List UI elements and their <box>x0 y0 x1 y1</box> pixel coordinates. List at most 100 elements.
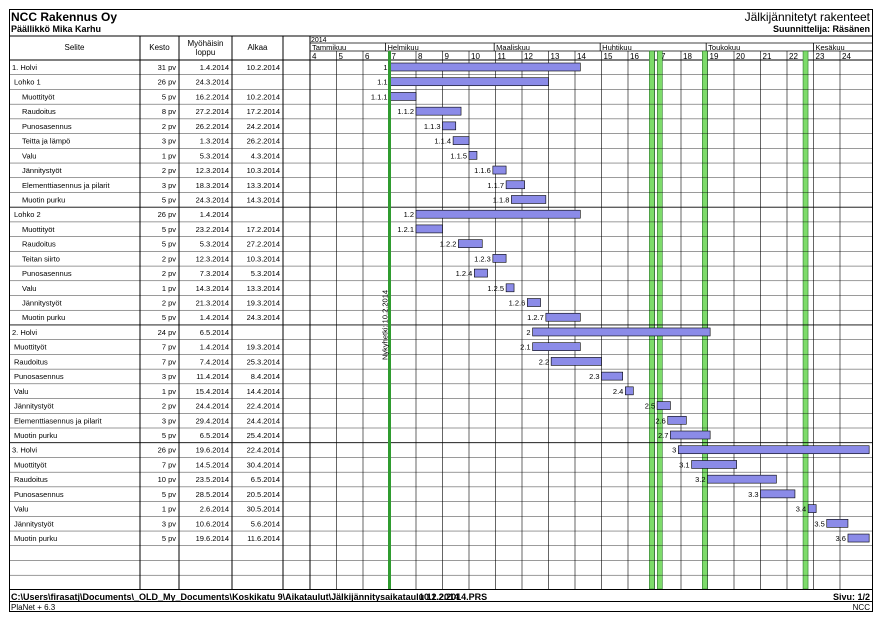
week-label: 18 <box>683 52 692 61</box>
task-name: Muottityöt <box>14 343 47 352</box>
task-late-end: 6.5.2014 <box>200 328 229 337</box>
task-name: Muotin purku <box>14 431 57 440</box>
task-start: 14.3.2014 <box>247 195 280 204</box>
task-late-end: 1.4.2014 <box>200 63 229 72</box>
task-code: 2.7 <box>658 431 668 440</box>
task-late-end: 24.3.2014 <box>196 78 229 87</box>
file-path: C:\Users\firasatj\Documents\_OLD_My_Docu… <box>11 592 488 602</box>
task-start: 13.3.2014 <box>247 284 280 293</box>
task-late-end: 14.3.2014 <box>196 284 229 293</box>
task-late-end: 5.3.2014 <box>200 240 229 249</box>
month-label: Toukokuu <box>708 43 740 52</box>
task-name: Raudoitus <box>14 475 48 484</box>
task-late-end: 7.3.2014 <box>200 269 229 278</box>
task-start: 10.2.2014 <box>247 63 280 72</box>
task-code: 1.1.2 <box>397 107 414 116</box>
task-name: Punosasennus <box>14 372 64 381</box>
task-bar <box>826 519 849 528</box>
task-name: Jännitystyöt <box>22 299 63 308</box>
task-name: Muotin purku <box>14 534 57 543</box>
task-late-end: 27.2.2014 <box>196 107 229 116</box>
task-code: 1.1.3 <box>424 122 441 131</box>
task-code: 1.2.4 <box>456 269 473 278</box>
task-bar <box>678 445 870 455</box>
task-duration: 5 pv <box>162 240 176 249</box>
task-code: 1.2.1 <box>397 225 414 234</box>
task-start: 10.2.2014 <box>247 92 280 101</box>
task-code: 2.2 <box>539 357 549 366</box>
week-label: 12 <box>524 52 533 61</box>
task-bar <box>468 151 478 160</box>
task-code: 1.1.7 <box>487 181 504 190</box>
task-late-end: 12.3.2014 <box>196 166 229 175</box>
task-code: 2.1 <box>520 343 530 352</box>
task-duration: 5 pv <box>162 92 176 101</box>
task-late-end: 29.4.2014 <box>196 416 229 425</box>
task-duration: 3 pv <box>162 416 176 425</box>
task-duration: 5 pv <box>162 195 176 204</box>
task-code: 1.1.4 <box>434 137 451 146</box>
task-start: 17.2.2014 <box>247 107 280 116</box>
task-duration: 3 pv <box>162 137 176 146</box>
task-start: 30.5.2014 <box>247 505 280 514</box>
task-bar <box>601 371 624 381</box>
task-late-end: 1.3.2014 <box>200 137 229 146</box>
task-duration: 2 pv <box>162 269 176 278</box>
task-start: 19.3.2014 <box>247 299 280 308</box>
task-name: Lohko 1 <box>14 78 41 87</box>
task-name: Elementtiasennus ja pilarit <box>22 181 110 190</box>
task-start: 19.3.2014 <box>247 343 280 352</box>
task-bar <box>532 327 711 337</box>
task-late-end: 1.4.2014 <box>200 343 229 352</box>
week-label: 9 <box>445 52 450 61</box>
task-bar <box>505 283 515 293</box>
task-code: 2.4 <box>613 387 623 396</box>
task-name: Raudoitus <box>22 107 56 116</box>
task-code: 3 <box>672 446 676 455</box>
task-bar <box>667 415 687 425</box>
column-header-duration: Kesto <box>149 43 170 52</box>
task-start: 26.2.2014 <box>247 137 280 146</box>
task-duration: 2 pv <box>162 166 176 175</box>
task-code: 3.5 <box>814 519 824 528</box>
task-name: Punosasennus <box>22 122 72 131</box>
task-duration: 7 pv <box>162 343 176 352</box>
task-name: Raudoitus <box>22 240 56 249</box>
week-label: 20 <box>736 52 745 61</box>
task-late-end: 1.4.2014 <box>200 210 229 219</box>
task-bar <box>670 430 711 440</box>
task-bar <box>760 489 796 499</box>
page-number: Sivu: 1/2 <box>832 592 870 602</box>
task-name: Muottityöt <box>22 92 55 101</box>
company-name: NCC Rakennus Oy <box>11 10 118 24</box>
task-bar <box>625 386 634 396</box>
task-name: Muotin purku <box>22 313 65 322</box>
task-bar <box>389 62 581 72</box>
task-bar <box>452 136 470 145</box>
task-bar <box>691 460 737 469</box>
task-duration: 3 pv <box>162 181 176 190</box>
task-late-end: 2.6.2014 <box>200 505 229 514</box>
task-bar <box>532 342 581 351</box>
task-code: 3.1 <box>679 460 689 469</box>
task-name: Muottityöt <box>14 460 47 469</box>
holiday-marker <box>656 50 663 590</box>
task-duration: 10 pv <box>158 475 177 484</box>
task-late-end: 11.4.2014 <box>196 372 229 381</box>
task-duration: 2 pv <box>162 402 176 411</box>
column-header-task: Selite <box>64 43 85 52</box>
task-code: 1.2 <box>404 210 414 219</box>
task-duration: 2 pv <box>162 299 176 308</box>
task-late-end: 7.4.2014 <box>200 357 229 366</box>
task-late-end: 23.2.2014 <box>196 225 229 234</box>
task-bar <box>847 533 870 543</box>
task-name: 3. Holvi <box>12 446 37 455</box>
week-label: 14 <box>577 52 586 61</box>
task-start: 5.3.2014 <box>251 269 280 278</box>
task-bar <box>415 224 443 234</box>
task-late-end: 26.2.2014 <box>196 122 229 131</box>
task-code: 3.3 <box>748 490 758 499</box>
task-start: 10.3.2014 <box>247 166 280 175</box>
task-start: 6.5.2014 <box>251 475 280 484</box>
task-late-end: 12.3.2014 <box>196 254 229 263</box>
